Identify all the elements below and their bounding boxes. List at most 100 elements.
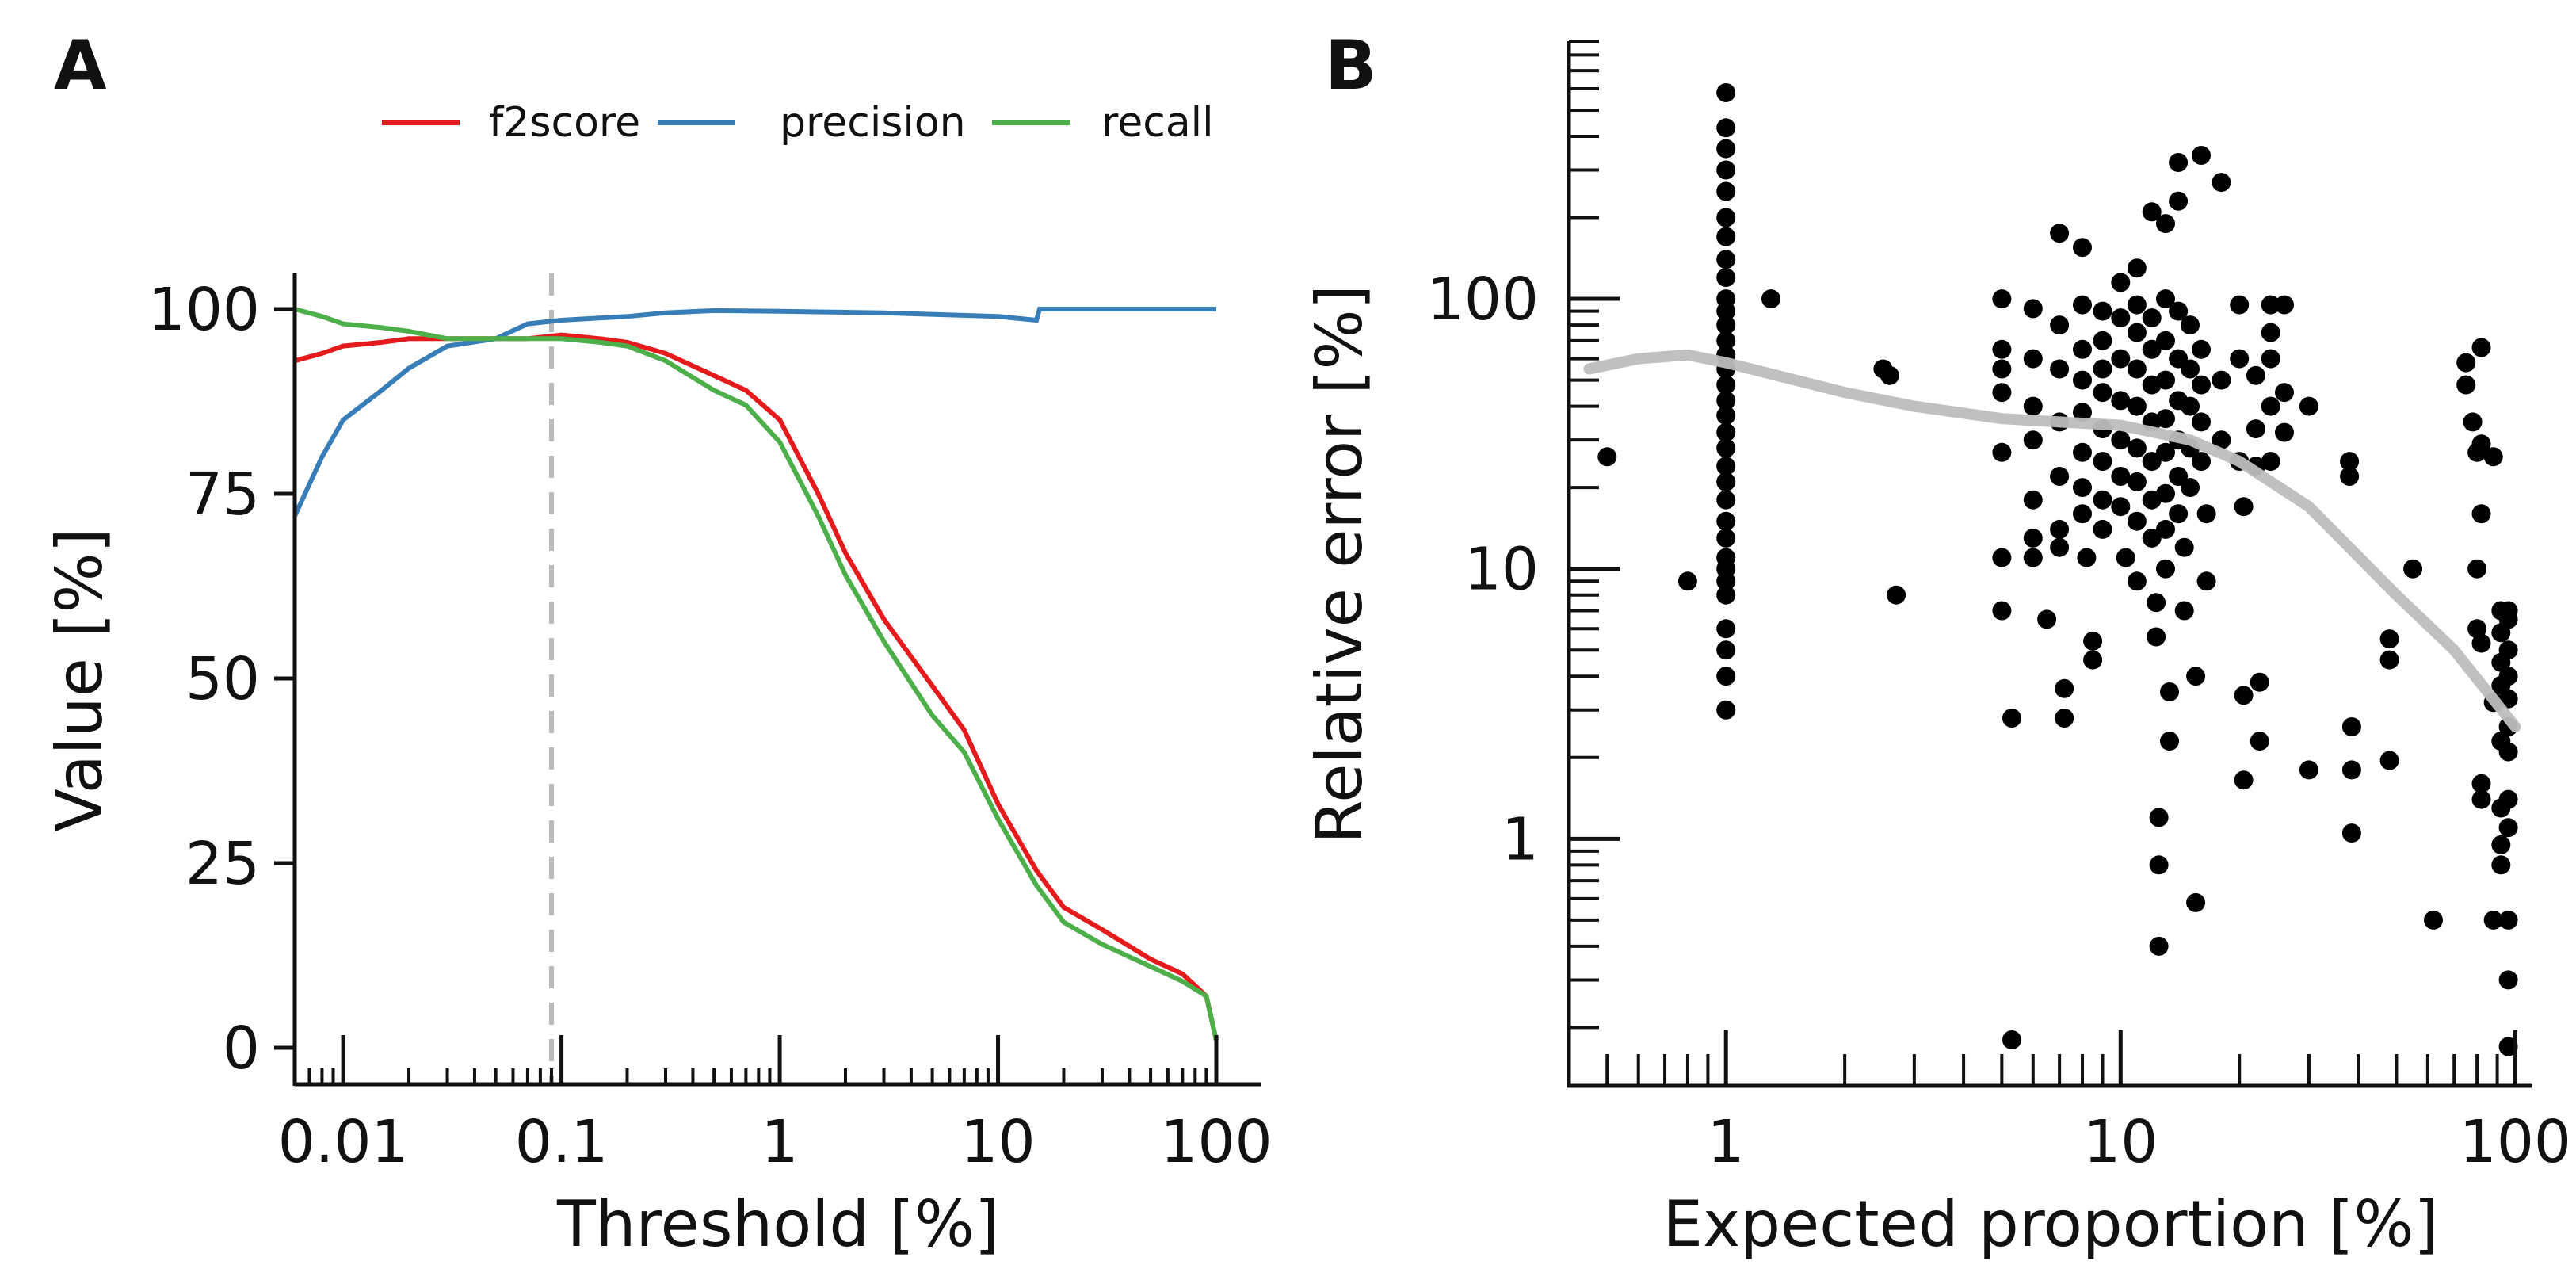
scatter-point <box>2467 559 2487 579</box>
scatter-point <box>2234 497 2254 517</box>
scatter-point <box>2127 295 2147 315</box>
scatter-point <box>2083 650 2103 670</box>
scatter-point <box>2463 412 2483 432</box>
scatter-point <box>1716 438 1736 458</box>
scatter-point <box>1992 339 2012 359</box>
scatter-point <box>2261 295 2280 315</box>
scatter-point <box>2111 391 2131 411</box>
scatter-point <box>1716 422 1736 442</box>
scatter-point <box>2169 191 2189 211</box>
scatter-point <box>2127 511 2147 531</box>
scatter-point <box>2142 528 2162 548</box>
scatter-point <box>1716 585 1736 605</box>
scatter-point <box>2491 855 2511 875</box>
scatter-point <box>2156 409 2175 429</box>
scatter-point <box>2002 1030 2021 1049</box>
scatter-point <box>2050 537 2070 557</box>
scatter-point <box>1716 490 1736 510</box>
scatter-point <box>2403 559 2423 579</box>
scatter-point <box>2181 359 2200 379</box>
scatter-point <box>2250 732 2269 751</box>
panel-a-x-tick-label: 1 <box>761 1108 799 1176</box>
scatter-point <box>2212 430 2231 450</box>
panel-b-x-tick-label: 10 <box>2083 1108 2158 1176</box>
panel-b-x-axis-title: Expected proportion [%] <box>1662 1187 2438 1261</box>
scatter-point <box>2147 627 2166 647</box>
scatter-point <box>2340 452 2360 472</box>
panel-a-x-ticks: 0.01 0.1 1 10 100 <box>278 1035 1273 1176</box>
scatter-point <box>2181 478 2200 498</box>
scatter-point <box>2127 571 2147 591</box>
scatter-point <box>2023 349 2043 369</box>
scatter-point <box>1716 511 1736 531</box>
scatter-point <box>1992 442 2012 462</box>
scatter-point <box>2083 631 2103 651</box>
scatter-point <box>2142 452 2162 472</box>
scatter-point <box>1716 667 1736 686</box>
scatter-point <box>1716 331 1736 350</box>
scatter-point <box>2379 629 2399 649</box>
panel-b-x-ticks: 1 10 100 <box>1567 1030 2571 1176</box>
scatter-point <box>2116 548 2135 567</box>
scatter-point <box>1716 528 1736 548</box>
scatter-point <box>2341 760 2361 780</box>
scatter-point <box>2234 770 2254 790</box>
scatter-point <box>2471 789 2491 809</box>
scatter-point <box>1716 406 1736 426</box>
scatter-point <box>2149 855 2169 875</box>
scatter-point <box>2142 308 2162 328</box>
panel-a-x-tick-label: 100 <box>1160 1108 1272 1176</box>
scatter-point <box>2023 430 2043 450</box>
scatter-point <box>2230 349 2250 369</box>
panel-a: A 0.01 0.1 1 10 100 0 25 50 75 100 Threshold [%]… <box>43 26 1273 1261</box>
scatter-point <box>1716 700 1736 720</box>
f2score-line <box>294 332 1219 1041</box>
scatter-point <box>2093 383 2112 403</box>
scatter-point <box>2498 640 2518 660</box>
scatter-point <box>2111 308 2131 328</box>
panel-b-trend-line <box>1583 349 2521 732</box>
scatter-point <box>2174 601 2194 621</box>
scatter-point <box>2156 370 2175 390</box>
scatter-point <box>2498 1037 2518 1056</box>
scatter-point <box>1716 118 1736 138</box>
scatter-point <box>2127 258 2147 278</box>
scatter-point <box>2037 609 2057 629</box>
scatter-point <box>2246 419 2265 439</box>
scatter-point <box>1716 268 1736 288</box>
scatter-point <box>1992 359 2012 379</box>
scatter-point <box>2169 301 2189 321</box>
scatter-point <box>2483 910 2503 930</box>
legend-label-recall: recall <box>1101 99 1214 147</box>
scatter-point <box>2471 633 2491 653</box>
scatter-point <box>1761 289 1780 309</box>
scatter-point <box>2127 396 2147 416</box>
panel-a-y-tick-label: 25 <box>185 830 260 898</box>
scatter-point <box>2111 273 2131 292</box>
scatter-point <box>2456 375 2476 395</box>
scatter-point <box>2379 751 2399 770</box>
scatter-point <box>2147 593 2166 613</box>
scatter-point <box>2250 672 2269 692</box>
scatter-point <box>2156 483 2175 503</box>
panel-b-y-axis-title: Relative error [%] <box>1303 285 1376 844</box>
scatter-point <box>2142 202 2162 222</box>
scatter-point <box>2275 422 2294 442</box>
scatter-point <box>2471 504 2491 524</box>
scatter-point <box>2246 365 2265 385</box>
panel-b-y-tick-label: 100 <box>1427 266 1539 334</box>
scatter-point <box>2055 678 2074 698</box>
scatter-point <box>2127 472 2147 491</box>
scatter-point <box>2340 467 2360 486</box>
scatter-point <box>2498 609 2518 629</box>
scatter-point <box>1716 571 1736 591</box>
scatter-point <box>1716 391 1736 411</box>
scatter-point <box>1716 139 1736 159</box>
scatter-point <box>2192 146 2211 165</box>
scatter-point <box>2050 519 2070 539</box>
scatter-point <box>2073 478 2092 498</box>
scatter-point <box>2111 497 2131 517</box>
scatter-point <box>2073 370 2092 390</box>
panel-a-y-ticks: 0 25 50 75 100 <box>148 276 295 1083</box>
scatter-point <box>2299 396 2318 416</box>
